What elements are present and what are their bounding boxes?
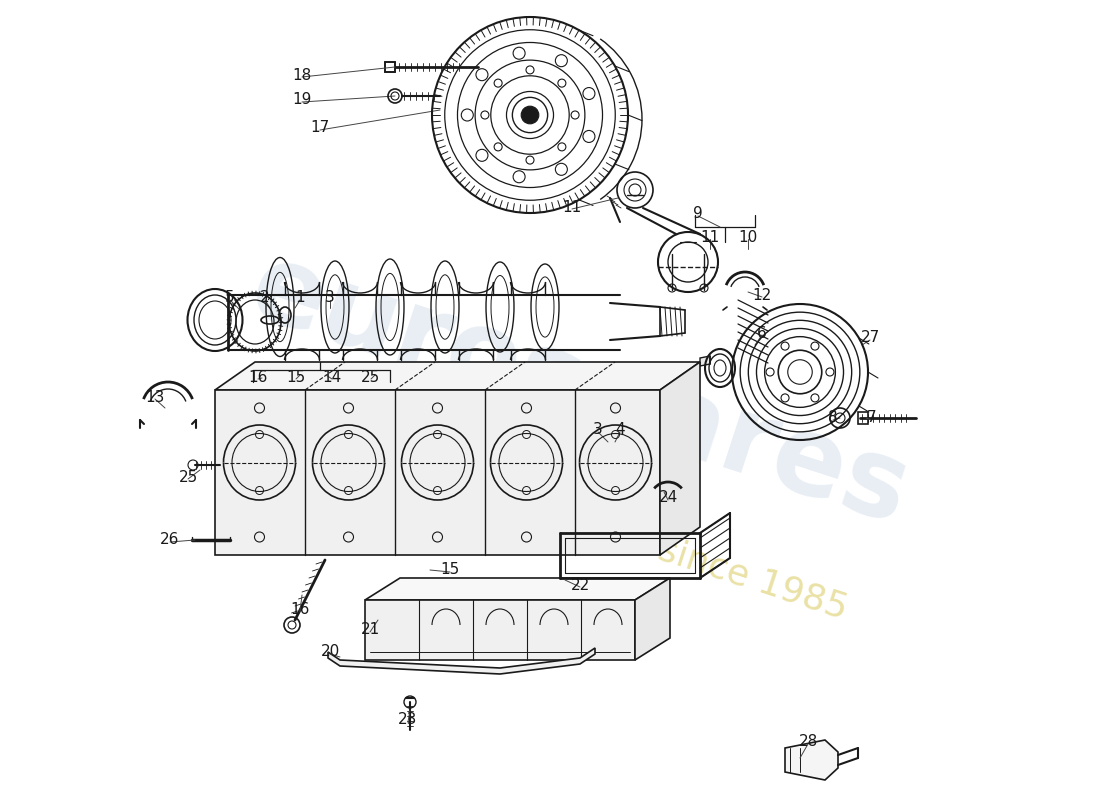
Text: 11: 11 [701,230,719,245]
Polygon shape [365,600,635,660]
Text: 7: 7 [867,410,877,426]
Text: 23: 23 [398,713,418,727]
Polygon shape [660,362,700,555]
Text: 17: 17 [310,121,330,135]
Text: 3: 3 [326,290,334,306]
Text: 19: 19 [293,93,311,107]
Text: 24: 24 [659,490,678,506]
Text: 4: 4 [615,422,625,438]
Text: 10: 10 [738,230,758,245]
Polygon shape [785,740,838,780]
Text: 15: 15 [440,562,460,578]
Polygon shape [700,356,710,366]
Text: 13: 13 [145,390,165,405]
Text: 8: 8 [828,410,838,426]
Text: 20: 20 [320,645,340,659]
Text: 22: 22 [571,578,590,593]
Bar [858,412,868,424]
Text: eurospares: eurospares [238,234,922,546]
Text: 1: 1 [295,290,305,306]
Text: 27: 27 [860,330,880,346]
Circle shape [521,106,539,124]
Text: 12: 12 [752,287,771,302]
Text: 25: 25 [362,370,381,385]
Text: 16: 16 [249,370,267,385]
Polygon shape [635,578,670,660]
Polygon shape [214,362,700,390]
Bar [385,62,395,72]
Text: 14: 14 [322,370,342,385]
Text: 25: 25 [178,470,198,485]
Text: 9: 9 [693,206,703,222]
Polygon shape [328,648,595,674]
Text: 28: 28 [799,734,817,750]
Polygon shape [214,390,660,555]
Polygon shape [365,578,670,600]
Text: 5: 5 [226,290,234,306]
Text: 21: 21 [361,622,379,638]
Text: 18: 18 [293,67,311,82]
Text: 15: 15 [286,370,306,385]
Text: 2: 2 [261,290,270,306]
Text: 6: 6 [757,326,767,341]
Text: a passion for excellence since 1985: a passion for excellence since 1985 [229,394,851,626]
Text: 16: 16 [290,602,310,618]
Text: 26: 26 [161,533,179,547]
Text: 11: 11 [562,199,582,214]
Text: 3: 3 [593,422,603,438]
